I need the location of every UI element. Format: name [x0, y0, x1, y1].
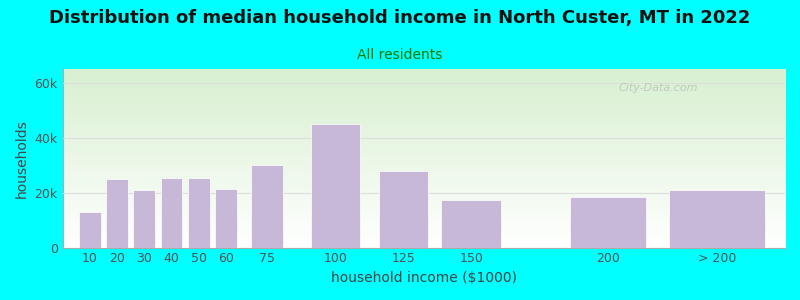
Bar — [442, 200, 502, 247]
Bar — [188, 178, 210, 248]
Bar — [378, 171, 428, 248]
Bar — [106, 179, 128, 247]
Bar — [250, 165, 283, 248]
Bar — [79, 212, 101, 247]
Bar — [134, 190, 155, 248]
Bar — [215, 188, 237, 248]
Text: Distribution of median household income in North Custer, MT in 2022: Distribution of median household income … — [50, 9, 750, 27]
Bar — [310, 124, 360, 248]
Bar — [161, 178, 182, 248]
Bar — [669, 190, 765, 248]
X-axis label: household income ($1000): household income ($1000) — [330, 271, 517, 285]
Text: All residents: All residents — [358, 48, 442, 62]
Bar — [570, 197, 646, 248]
Y-axis label: households: households — [15, 119, 29, 198]
Text: City-Data.com: City-Data.com — [619, 83, 698, 93]
